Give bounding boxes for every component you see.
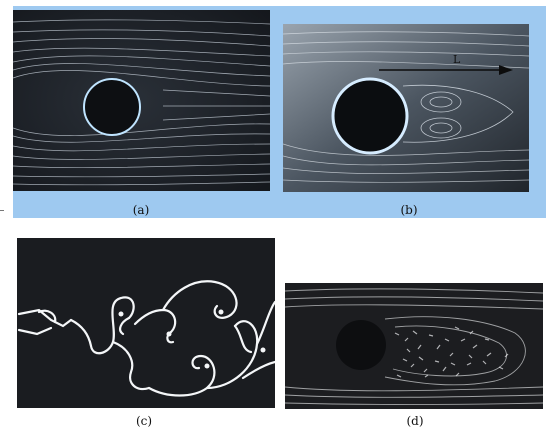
panel-b-recirculation-flow: L — [283, 24, 529, 192]
panel-d-image — [285, 283, 543, 409]
caption-d: (d) — [406, 414, 424, 428]
vortex-cores-c — [118, 309, 266, 369]
edge-tick-mark — [0, 210, 4, 211]
panel-c-vortex-street — [17, 238, 275, 408]
length-label: L — [453, 53, 461, 66]
wake-vortices-b — [402, 84, 514, 143]
streamlines-a — [13, 19, 270, 186]
panel-a-image — [13, 10, 270, 191]
cylinder-b — [331, 77, 409, 155]
panel-c-image — [17, 238, 275, 408]
streamlines-b — [283, 31, 529, 183]
streak-field-d — [285, 288, 543, 405]
cylinder-d — [336, 320, 386, 370]
length-arrow-head — [499, 65, 513, 75]
panel-a-laminar-flow — [13, 10, 270, 191]
turbulent-streaks-d — [394, 326, 509, 378]
cylinder-a — [83, 78, 141, 136]
caption-b: (b) — [400, 203, 418, 217]
panel-d-turbulent-wake — [285, 283, 543, 409]
caption-c: (c) — [135, 414, 153, 428]
vortex-street-c — [17, 280, 275, 397]
panel-b-image — [283, 24, 529, 192]
caption-a: (a) — [132, 203, 150, 217]
